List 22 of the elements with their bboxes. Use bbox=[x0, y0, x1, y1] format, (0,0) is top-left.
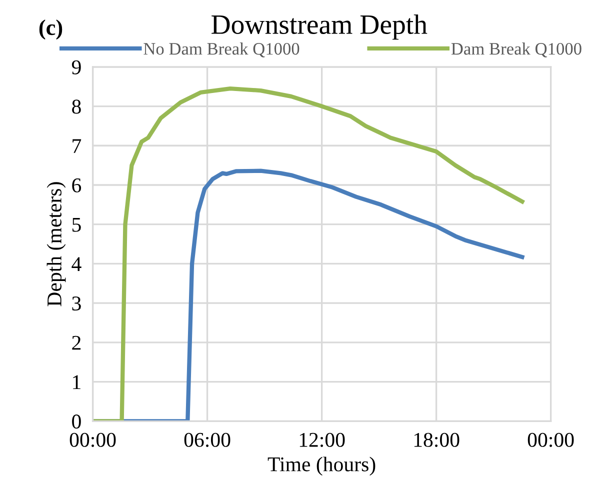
x-tick-label: 18:00 bbox=[414, 432, 460, 448]
legend-label: No Dam Break Q1000 bbox=[144, 42, 300, 58]
y-tick-label: 4 bbox=[72, 257, 82, 271]
y-tick-label: 6 bbox=[72, 178, 82, 192]
y-tick-label: 3 bbox=[72, 296, 81, 311]
y-axis-title: Depth (meters) bbox=[46, 182, 66, 306]
y-tick-label: 5 bbox=[72, 218, 81, 232]
legend-label: Dam Break Q1000 bbox=[451, 42, 582, 58]
x-tick-label: 00:00 bbox=[70, 432, 116, 448]
y-tick-label: 9 bbox=[72, 60, 81, 74]
y-tick-label: 0 bbox=[72, 414, 81, 429]
x-axis-title: Time (hours) bbox=[268, 456, 376, 476]
y-tick-label: 8 bbox=[72, 100, 81, 114]
y-tick-label: 2 bbox=[72, 336, 81, 350]
x-tick-label: 12:00 bbox=[300, 432, 345, 448]
x-tick-label: 06:00 bbox=[184, 432, 230, 448]
chart-title: Downstream Depth bbox=[212, 14, 428, 40]
text: (c) bbox=[39, 19, 62, 40]
x-tick-label: 00:00 bbox=[528, 432, 574, 448]
y-tick-label: 1 bbox=[73, 375, 80, 390]
y-tick-label: 7 bbox=[72, 139, 82, 153]
line-series bbox=[92, 86, 524, 422]
